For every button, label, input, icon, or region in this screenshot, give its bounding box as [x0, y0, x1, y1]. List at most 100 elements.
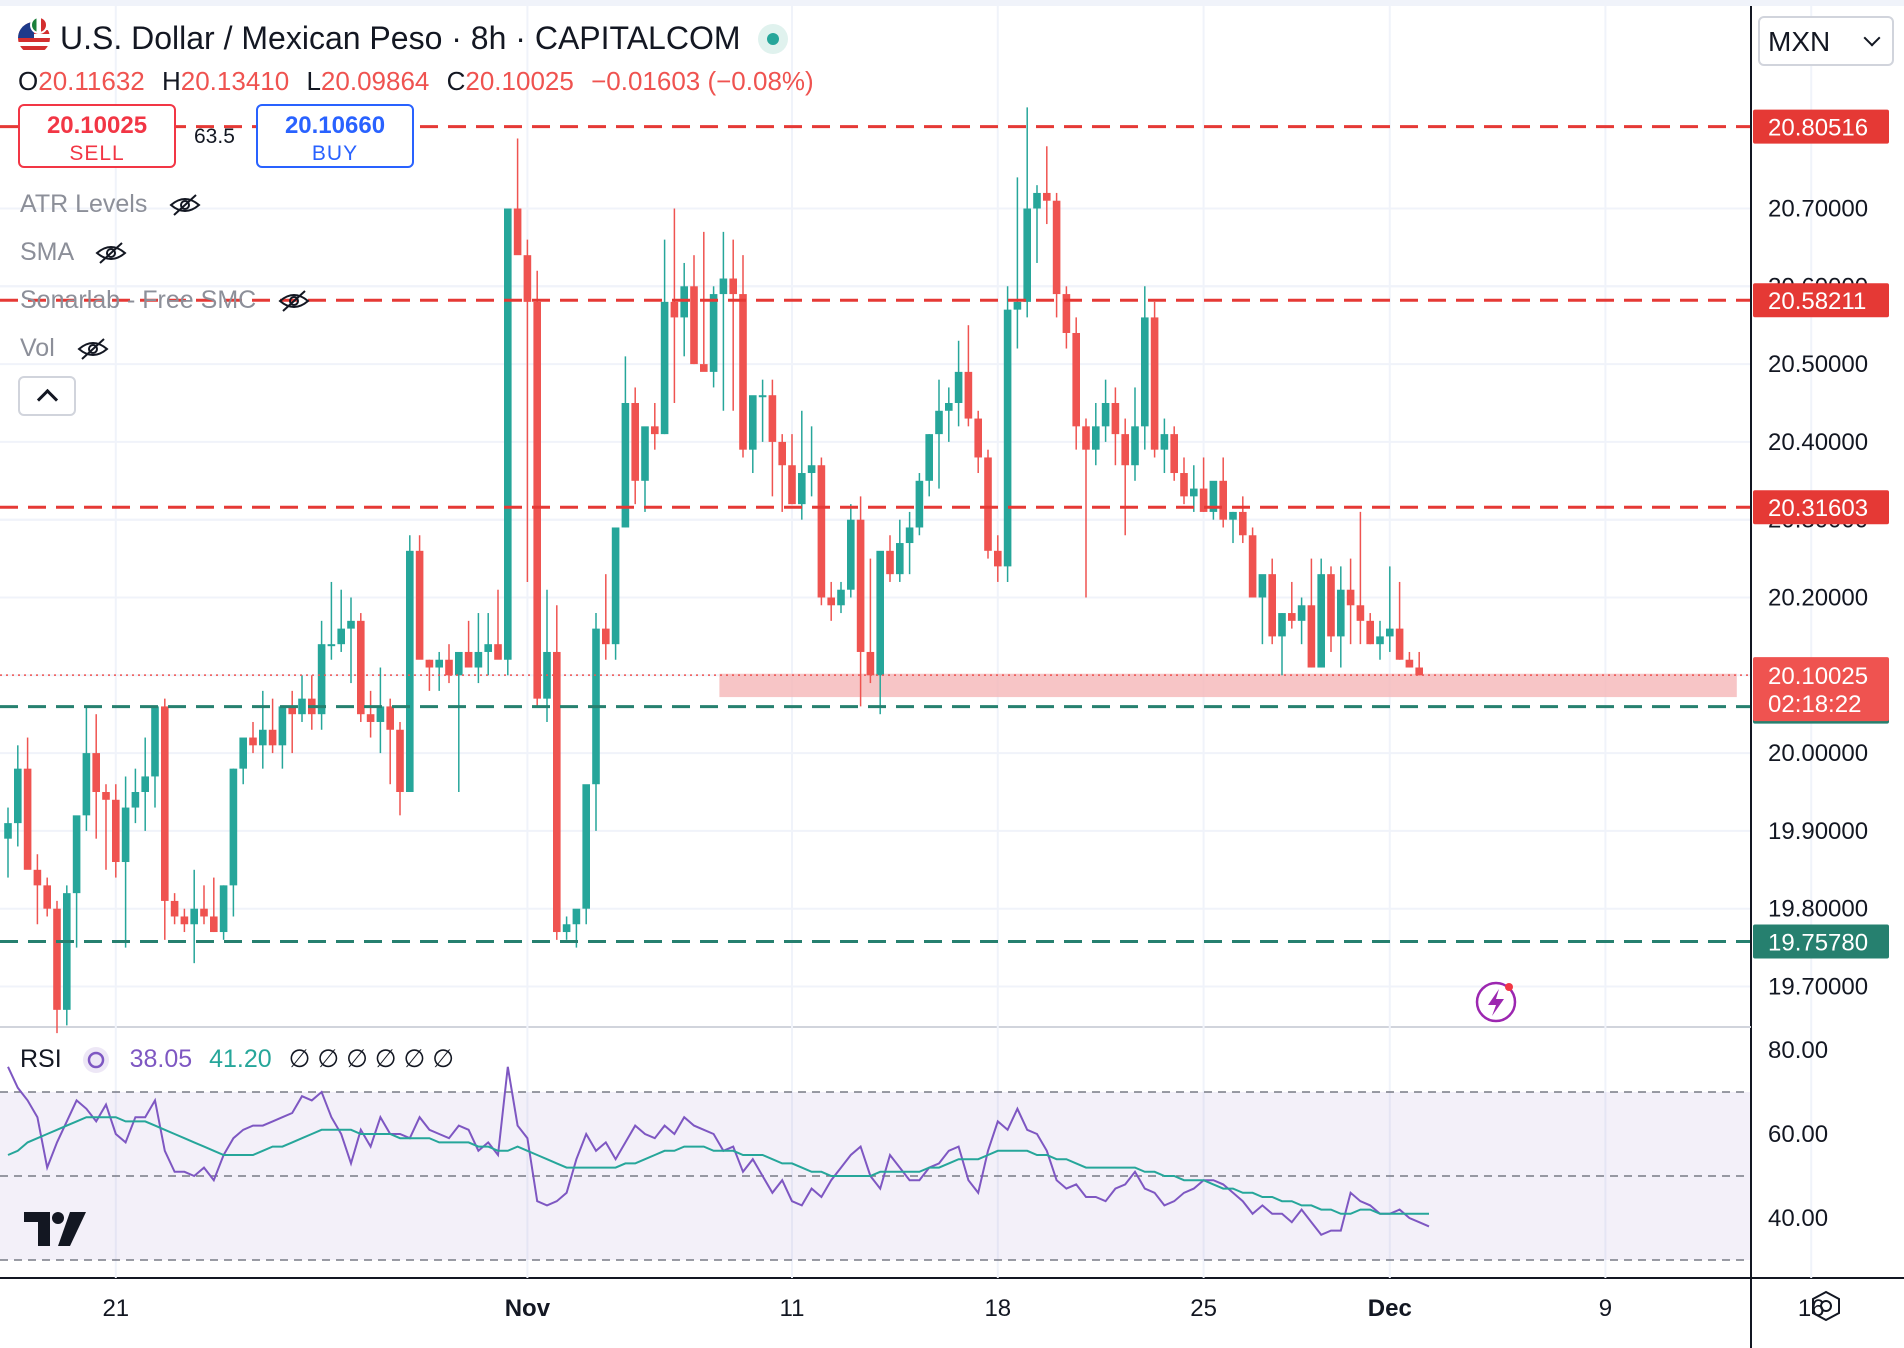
- candle: [63, 885, 71, 1026]
- candle-body: [553, 651, 561, 933]
- candle-body: [1239, 511, 1247, 536]
- eye-hidden-icon[interactable]: [76, 337, 110, 361]
- candle-body: [455, 651, 463, 676]
- candle-body: [847, 519, 855, 590]
- candle: [1003, 286, 1012, 582]
- indicator-sonarlab-smc[interactable]: Sonarlab - Free SMC: [20, 286, 311, 315]
- candle: [964, 325, 973, 427]
- candle-body: [523, 255, 532, 302]
- time-tick-label: Nov: [505, 1295, 551, 1322]
- market-status-icon[interactable]: [758, 24, 788, 54]
- candle-body: [1131, 426, 1139, 466]
- candle-body: [1258, 574, 1267, 598]
- price-tick-label: 20.60000: [1768, 273, 1868, 300]
- candle: [1043, 146, 1051, 225]
- candle-body: [1415, 667, 1423, 676]
- candle-body: [317, 644, 326, 715]
- symbol-title[interactable]: U.S. Dollar / Mexican Peso · 8h · CAPITA…: [60, 20, 741, 56]
- tradingview-logo-icon[interactable]: [24, 1212, 88, 1248]
- candle: [533, 270, 541, 707]
- candle-body: [788, 465, 796, 505]
- candle-body: [1092, 426, 1100, 450]
- candle: [553, 605, 561, 940]
- eye-hidden-icon[interactable]: [168, 193, 202, 217]
- candle-body: [504, 208, 512, 660]
- candle: [758, 379, 767, 442]
- candle-body: [1199, 488, 1208, 512]
- candle-body: [131, 792, 140, 808]
- candle-body: [856, 519, 865, 652]
- candle-body: [1395, 628, 1404, 660]
- candle: [690, 255, 698, 365]
- indicator-vol[interactable]: Vol: [20, 334, 110, 363]
- rsi-null-values: ∅ ∅ ∅ ∅ ∅ ∅: [288, 1045, 455, 1073]
- candle: [308, 675, 316, 730]
- sell-button[interactable]: 20.10025 SELL: [18, 104, 176, 168]
- candle: [435, 651, 443, 691]
- candle: [1395, 581, 1404, 660]
- candle-body: [14, 768, 22, 824]
- candle-body: [700, 364, 708, 372]
- candle: [974, 410, 982, 474]
- candle: [1190, 465, 1198, 512]
- candle-body: [180, 916, 189, 925]
- candle-body: [415, 550, 424, 660]
- candle: [278, 706, 287, 769]
- buy-price: 20.10660: [284, 112, 386, 139]
- candle-body: [651, 426, 659, 435]
- candle: [1052, 192, 1061, 318]
- candle: [670, 208, 679, 403]
- chart-settings-icon[interactable]: [1810, 1290, 1842, 1322]
- candle-body: [92, 753, 100, 792]
- candle: [905, 511, 914, 575]
- rsi-settings-icon[interactable]: [79, 1045, 113, 1075]
- ohlc-low-value: 20.09864: [320, 66, 430, 96]
- currency-select[interactable]: MXN: [1758, 16, 1894, 66]
- rsi-band-fill: [0, 1092, 1750, 1260]
- candle-body: [582, 784, 590, 909]
- candle-body: [827, 597, 835, 606]
- candle-body: [611, 527, 620, 645]
- candle: [337, 589, 345, 652]
- candle-body: [82, 753, 91, 816]
- candle: [729, 239, 737, 411]
- candle-body: [1278, 613, 1286, 637]
- candle-body: [513, 208, 522, 256]
- candle: [798, 410, 806, 520]
- indicator-sma[interactable]: SMA: [20, 238, 128, 267]
- candle-body: [366, 714, 375, 722]
- price-tick-label: 20.50000: [1768, 351, 1868, 378]
- last-price-label: 20.10025: [1768, 663, 1868, 690]
- level-price-label-bg: [1753, 689, 1889, 724]
- candle: [680, 262, 688, 357]
- candle-body: [984, 457, 992, 551]
- candle-body: [141, 776, 149, 792]
- candle-body: [749, 395, 757, 450]
- ohlc-open-value: 20.11632: [38, 66, 145, 96]
- candle: [1209, 480, 1218, 520]
- candle: [1092, 403, 1100, 466]
- rsi-legend[interactable]: RSI 38.05 41.20 ∅ ∅ ∅ ∅ ∅ ∅: [20, 1044, 454, 1075]
- rsi-value: 38.05: [129, 1045, 193, 1073]
- candle: [1239, 496, 1247, 544]
- indicator-atr-levels[interactable]: ATR Levels: [20, 190, 202, 219]
- collapse-indicators-button[interactable]: [18, 376, 76, 416]
- buy-button[interactable]: 20.10660 BUY: [256, 104, 414, 168]
- candle: [1062, 286, 1071, 349]
- candle: [445, 644, 453, 684]
- candle-body: [1141, 317, 1149, 427]
- buy-label: BUY: [311, 142, 359, 165]
- candle: [180, 908, 189, 933]
- candle-body: [1121, 434, 1129, 466]
- candle-body: [974, 418, 982, 458]
- candle: [817, 457, 826, 606]
- candle-body: [994, 550, 1002, 567]
- candle-body: [4, 823, 12, 839]
- candle: [347, 597, 355, 684]
- candle: [837, 581, 845, 614]
- eye-hidden-icon[interactable]: [94, 241, 128, 265]
- eye-hidden-icon[interactable]: [277, 289, 311, 313]
- candle: [376, 667, 385, 754]
- candle-body: [768, 395, 777, 442]
